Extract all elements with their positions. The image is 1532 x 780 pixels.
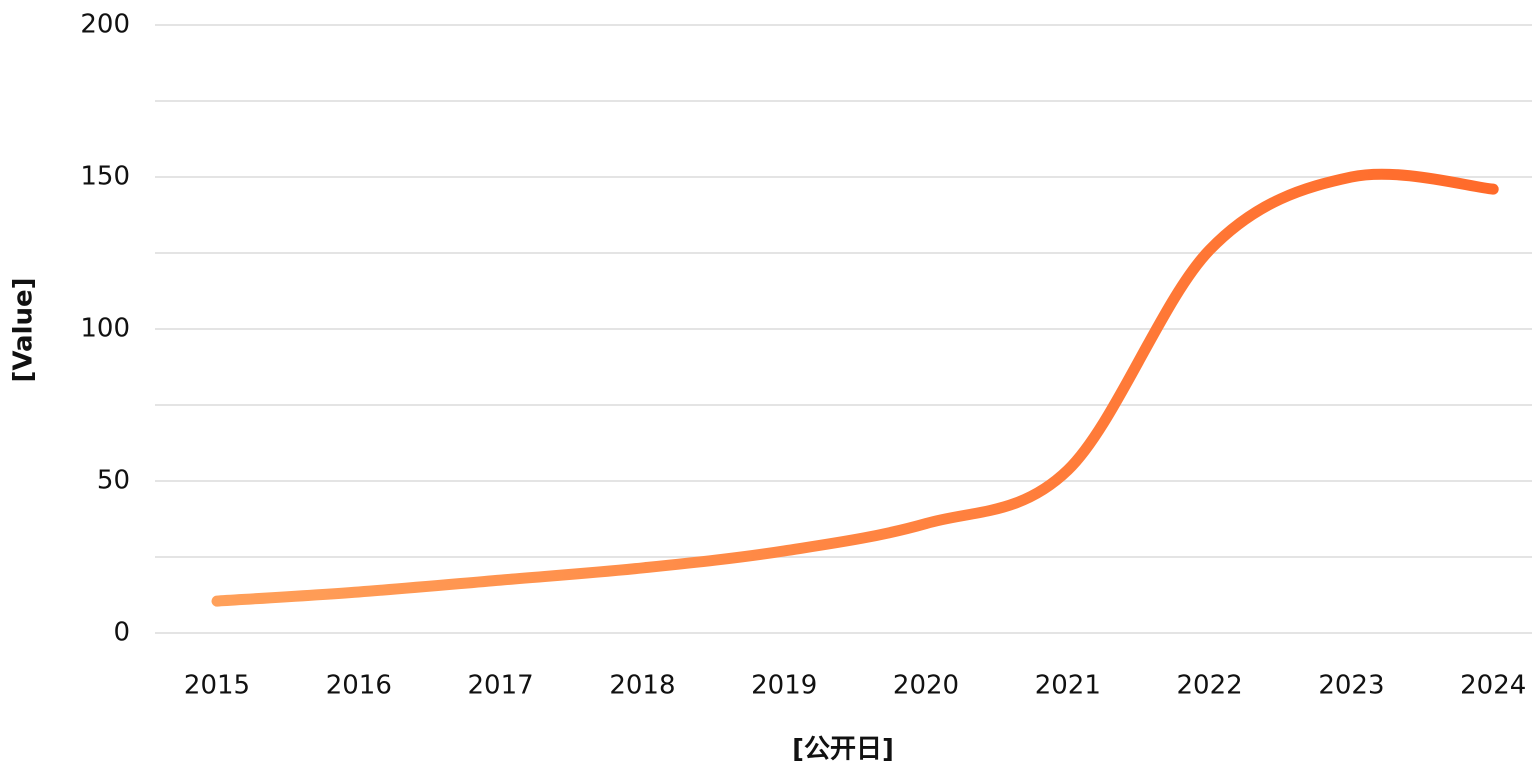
x-tick-label: 2020 (893, 671, 959, 701)
x-tick-label: 2018 (609, 671, 675, 701)
x-axis-title: [公开日] (792, 735, 894, 765)
y-tick-label: 0 (113, 618, 130, 648)
x-tick-label: 2019 (751, 671, 817, 701)
y-tick-label: 100 (80, 314, 130, 344)
x-tick-label: 2016 (326, 671, 392, 701)
y-tick-label: 150 (80, 162, 130, 192)
y-tick-label: 200 (80, 10, 130, 40)
x-tick-label: 2017 (468, 671, 534, 701)
x-tick-label: 2024 (1460, 671, 1526, 701)
y-axis-title: [Value] (9, 277, 39, 382)
x-tick-label: 2023 (1318, 671, 1384, 701)
x-tick-label: 2015 (184, 671, 250, 701)
line (211, 168, 1499, 607)
x-tick-label: 2022 (1177, 671, 1243, 701)
x-tick-label: 2021 (1035, 671, 1101, 701)
y-tick-label: 50 (97, 466, 130, 496)
